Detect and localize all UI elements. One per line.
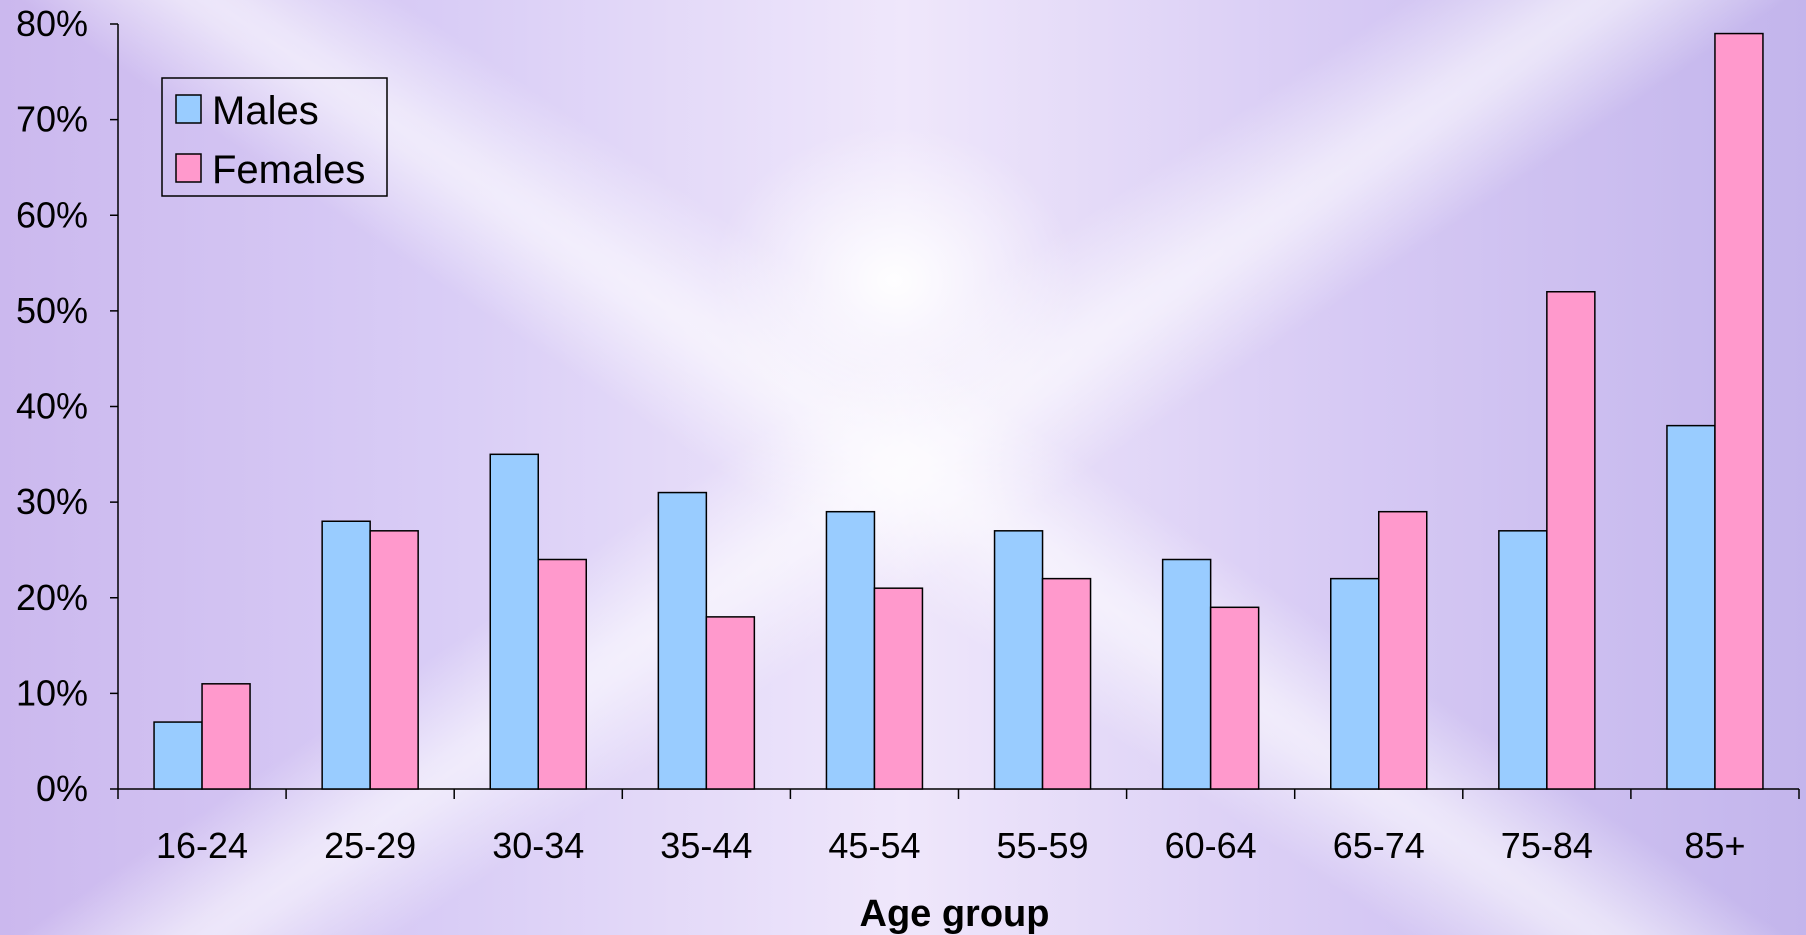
bar-females-30-34	[537, 558, 587, 790]
legend-box	[161, 77, 388, 197]
y-tick-label: 80%	[16, 3, 88, 44]
bar-females-35-44	[705, 616, 756, 790]
y-tick-label: 30%	[16, 481, 88, 522]
bar-females-16-24	[201, 683, 251, 790]
x-tick-label: 35-44	[660, 825, 752, 866]
legend-label-females: Females	[212, 148, 365, 192]
bar-males-30-34	[489, 453, 539, 790]
legend-swatch-males	[175, 94, 202, 124]
bar-females-25-29	[369, 530, 419, 790]
x-tick-label: 25-29	[324, 825, 416, 866]
y-tick-label: 60%	[16, 194, 88, 235]
legend-label-males: Males	[212, 89, 319, 133]
bar-males-45-54	[825, 510, 876, 790]
y-tick-label: 40%	[16, 386, 88, 427]
x-tick-label: 75-84	[1501, 825, 1593, 866]
bar-males-25-29	[321, 520, 371, 790]
x-tick-label: 45-54	[828, 825, 920, 866]
bar-males-60-64	[1161, 558, 1212, 790]
bar-males-16-24	[153, 721, 203, 790]
y-tick-label: 50%	[16, 290, 88, 331]
y-tick-label: 10%	[16, 672, 88, 713]
bar-females-75-84	[1546, 291, 1596, 790]
x-tick-label: 65-74	[1333, 825, 1425, 866]
bar-females-55-59	[1041, 577, 1092, 790]
bar-males-55-59	[993, 530, 1044, 790]
bars	[153, 32, 1764, 790]
bar-females-60-64	[1209, 606, 1260, 790]
x-tick-label: 30-34	[492, 825, 584, 866]
bar-females-45-54	[873, 587, 924, 790]
x-tick-label: 55-59	[997, 825, 1089, 866]
x-axis-title: Age group	[860, 893, 1050, 935]
x-tick-label: 16-24	[156, 825, 248, 866]
bar-males-35-44	[657, 491, 708, 790]
y-tick-label: 20%	[16, 577, 88, 618]
legend-swatch-females	[175, 153, 202, 183]
y-tick-label: 0%	[36, 768, 88, 809]
y-axis: 0% 10% 20% 30% 40% 50% 60% 70% 80%	[16, 3, 119, 809]
x-tick-label: 60-64	[1165, 825, 1257, 866]
bar-males-65-74	[1330, 577, 1380, 790]
x-axis: 16-24 25-29 30-34 35-44 45-54 55-59 60-64 65-74…	[117, 788, 1800, 866]
bar-males-75-84	[1498, 530, 1548, 790]
bar-males-85+	[1666, 424, 1716, 790]
y-tick-label: 70%	[16, 99, 88, 140]
bar-females-85+	[1714, 32, 1764, 790]
legend: Males Females	[161, 77, 388, 197]
x-tick-label: 85+	[1684, 825, 1745, 866]
bar-females-65-74	[1378, 510, 1428, 790]
